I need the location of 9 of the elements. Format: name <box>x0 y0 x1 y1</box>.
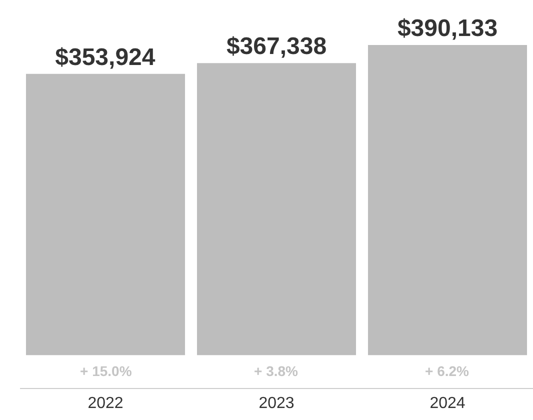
x-tick-label: 2024 <box>430 395 466 412</box>
annotation: + 6.2% <box>425 363 470 379</box>
x-tick-label: 2022 <box>88 395 124 412</box>
annotation: + 3.8% <box>254 363 299 379</box>
data-label: $353,924 <box>55 44 156 71</box>
x-tick-label: 2023 <box>258 395 294 412</box>
data-label: $367,338 <box>226 33 327 60</box>
annotation: + 15.0% <box>80 363 132 379</box>
data-label: $390,133 <box>397 15 498 42</box>
